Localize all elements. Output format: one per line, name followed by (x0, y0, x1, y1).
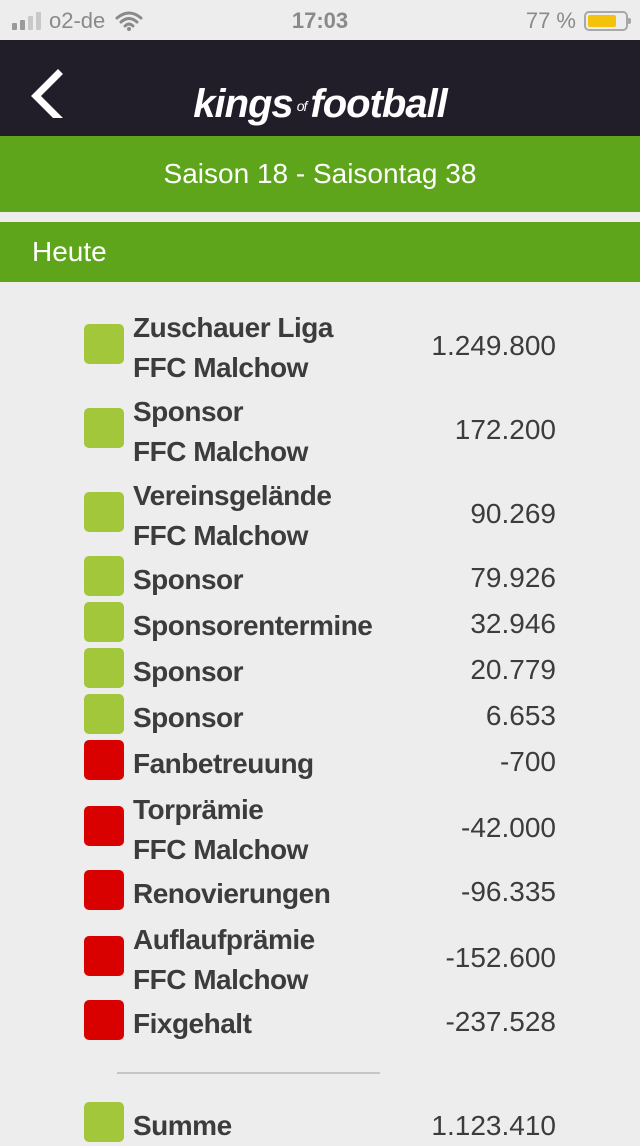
item-value: 6.653 (485, 700, 556, 731)
chevron-left-icon[interactable] (24, 68, 74, 118)
carrier-label: o2-de (49, 8, 106, 33)
item-subtitle: FFC Malchow (133, 964, 308, 995)
battery-level-fill (588, 15, 616, 27)
item-title: Fanbetreuung (133, 748, 314, 779)
item-title: Fixgehalt (133, 1008, 252, 1039)
logo-part: kings (193, 82, 293, 126)
item-title: Torprämie (133, 794, 264, 825)
list-item: Vereinsgelände FFC Malchow 90.269 (0, 470, 640, 554)
status-left: o2-de (12, 8, 143, 34)
item-title: Sponsor (133, 702, 244, 733)
season-header: Saison 18 - Saisontag 38 (0, 136, 640, 212)
status-indicator (84, 806, 124, 846)
signal-bars-icon (12, 12, 41, 30)
season-title: Saison 18 - Saisontag 38 (163, 158, 477, 189)
list-item: Auflaufprämie FFC Malchow -152.600 (0, 914, 640, 998)
status-indicator (84, 936, 124, 976)
list-item: Sponsor 20.779 (0, 646, 640, 692)
item-subtitle: FFC Malchow (133, 834, 308, 865)
battery-percent: 77 % (525, 8, 576, 33)
status-indicator (84, 324, 124, 364)
app-logo: kings of football (0, 84, 640, 126)
item-label: Auflaufprämie FFC Malchow (133, 920, 315, 1000)
item-title: Sponsor (133, 656, 244, 687)
item-value: -700 (499, 746, 556, 777)
summary-label: Summe (133, 1110, 232, 1141)
item-value: 32.946 (470, 608, 556, 639)
item-label: Torprämie FFC Malchow (133, 790, 308, 870)
item-title: Sponsorentermine (133, 610, 373, 641)
item-value: -96.335 (461, 876, 556, 907)
status-indicator (84, 408, 124, 448)
item-label: Sponsor (133, 652, 244, 692)
list-item: Fixgehalt -237.528 (0, 998, 640, 1044)
item-title: Zuschauer Liga (133, 312, 333, 343)
status-indicator (84, 602, 124, 642)
item-label: Sponsor FFC Malchow (133, 392, 308, 472)
list-item: Renovierungen -96.335 (0, 868, 640, 914)
logo-part: of (296, 98, 308, 115)
section-title: Heute (32, 236, 107, 267)
item-label: Sponsor (133, 560, 244, 600)
item-subtitle: FFC Malchow (133, 520, 308, 551)
section-header: Heute (0, 222, 640, 282)
item-title: Renovierungen (133, 878, 331, 909)
status-indicator (84, 870, 124, 910)
status-indicator (84, 492, 124, 532)
item-label: Fanbetreuung (133, 744, 314, 784)
item-title: Sponsor (133, 564, 244, 595)
item-subtitle: FFC Malchow (133, 352, 308, 383)
divider (117, 1072, 380, 1074)
item-value: 90.269 (470, 498, 556, 529)
item-value: -42.000 (461, 812, 556, 843)
item-value: -237.528 (445, 1006, 556, 1037)
list-item: Zuschauer Liga FFC Malchow 1.249.800 (0, 302, 640, 386)
item-label: Sponsor (133, 698, 244, 738)
item-value: 79.926 (470, 562, 556, 593)
list-item: Sponsorentermine 32.946 (0, 600, 640, 646)
item-label: Sponsorentermine (133, 606, 373, 646)
item-title: Sponsor (133, 396, 244, 427)
list-item: Fanbetreuung -700 (0, 738, 640, 784)
item-label: Zuschauer Liga FFC Malchow (133, 308, 333, 388)
item-value: 20.779 (470, 654, 556, 685)
item-value: -152.600 (445, 942, 556, 973)
battery-icon (584, 11, 631, 31)
item-label: Vereinsgelände FFC Malchow (133, 476, 332, 556)
list-item: Sponsor 6.653 (0, 692, 640, 738)
item-title: Vereinsgelände (133, 480, 332, 511)
status-indicator (84, 648, 124, 688)
navigation-bar: kings of football (0, 40, 640, 136)
item-label: Fixgehalt (133, 1004, 252, 1044)
summary-value: 1.123.410 (431, 1110, 556, 1141)
item-subtitle: FFC Malchow (133, 436, 308, 467)
status-right: 77 % (525, 8, 631, 34)
status-indicator (84, 694, 124, 734)
status-indicator (84, 556, 124, 596)
status-indicator (84, 740, 124, 780)
finance-list: Zuschauer Liga FFC Malchow 1.249.800 Sponso… (0, 302, 640, 1044)
status-indicator (84, 1102, 124, 1142)
item-label: Renovierungen (133, 874, 331, 914)
status-bar: o2-de 17:03 77 % (0, 0, 640, 40)
item-value: 1.249.800 (431, 330, 556, 361)
list-item: Sponsor FFC Malchow 172.200 (0, 386, 640, 470)
wifi-icon (115, 11, 143, 31)
item-title: Auflaufprämie (133, 924, 315, 955)
item-value: 172.200 (454, 414, 556, 445)
status-time: 17:03 (291, 8, 349, 33)
list-item: Torprämie FFC Malchow -42.000 (0, 784, 640, 868)
summary-row: Summe 1.123.410 (0, 1100, 640, 1146)
logo-part: football (310, 82, 447, 126)
status-indicator (84, 1000, 124, 1040)
list-item: Sponsor 79.926 (0, 554, 640, 600)
